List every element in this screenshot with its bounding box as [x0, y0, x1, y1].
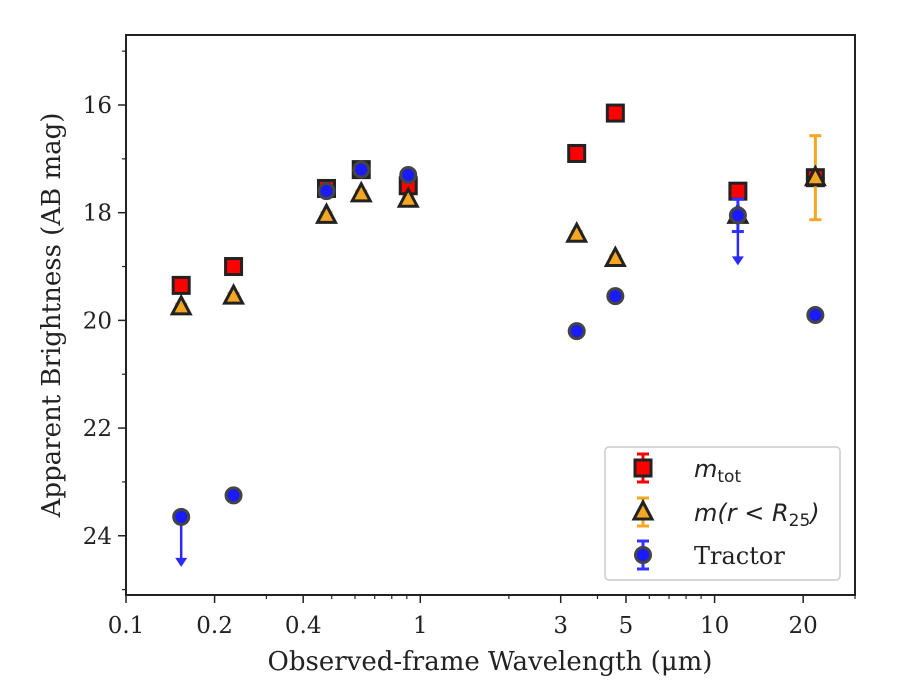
legend: mtot m(r < R25) Tractor — [604, 446, 841, 581]
data-point — [603, 245, 627, 267]
y-tick-label: 18 — [83, 201, 112, 227]
data-point — [803, 164, 827, 187]
data-point — [396, 186, 420, 208]
plot-frame — [125, 34, 856, 596]
legend-marker — [633, 458, 653, 478]
y-axis-label: Apparent Brightness (AB mag) — [37, 113, 67, 519]
legend-entry: Tractor — [634, 539, 785, 571]
chart-marks — [169, 103, 827, 567]
x-tick-label: 0.4 — [285, 613, 322, 639]
x-tick-label: 3 — [553, 613, 568, 639]
x-tick-label: 20 — [789, 613, 818, 639]
data-point — [399, 166, 418, 184]
legend-box — [604, 446, 841, 581]
data-point — [565, 221, 589, 243]
y-tick-label: 16 — [83, 93, 112, 119]
data-point — [224, 486, 243, 505]
legend-entry: m(r < R25) — [631, 496, 820, 531]
data-point — [728, 206, 747, 225]
data-point — [567, 143, 587, 163]
legend-entry: mtot — [633, 452, 741, 487]
data-point — [222, 282, 246, 305]
x-tick-label: 0.2 — [196, 613, 233, 639]
data-point — [169, 293, 193, 316]
data-point — [314, 202, 338, 224]
y-tick-label: 20 — [83, 308, 112, 334]
data-point — [317, 182, 336, 201]
legend-marker — [634, 546, 652, 564]
x-tick-label: 1 — [413, 613, 428, 639]
legend-label: Tractor — [694, 542, 785, 570]
data-point — [567, 322, 586, 341]
upper-limit-arrowhead — [175, 557, 188, 567]
upper-limit-arrowhead — [731, 256, 744, 266]
legend-label: m(r < R25) — [694, 499, 820, 531]
y-axis: 16 18 20 22 24 — [83, 50, 126, 591]
y-tick-label: 24 — [83, 524, 112, 550]
x-tick-label: 0.1 — [108, 613, 145, 639]
data-point — [224, 257, 244, 277]
x-tick-label: 10 — [700, 613, 729, 639]
series-tractor — [172, 160, 825, 567]
legend-marker — [631, 498, 655, 521]
x-axis: 0.1 0.2 0.4 1 3 5 10 20 — [108, 595, 856, 639]
data-point — [172, 507, 191, 526]
x-axis-label: Observed-frame Wavelength (μm) — [268, 647, 713, 677]
data-point — [349, 180, 373, 203]
data-point — [171, 275, 191, 295]
data-point — [352, 160, 371, 179]
y-tick-label: 22 — [83, 416, 112, 442]
data-point — [606, 287, 625, 306]
data-point — [806, 306, 825, 324]
x-tick-label: 5 — [619, 613, 634, 639]
data-point — [728, 181, 748, 201]
data-point — [605, 103, 625, 123]
legend-label: mtot — [694, 455, 741, 487]
